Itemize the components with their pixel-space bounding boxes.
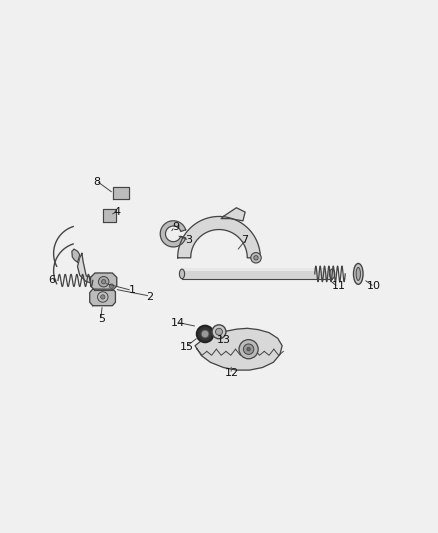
Ellipse shape (215, 328, 223, 335)
Polygon shape (113, 187, 129, 199)
Text: 1: 1 (128, 286, 135, 295)
Text: 15: 15 (179, 342, 193, 352)
Text: 5: 5 (98, 314, 105, 324)
Text: 7: 7 (241, 236, 249, 245)
Circle shape (98, 292, 108, 302)
Circle shape (110, 284, 114, 288)
Circle shape (99, 277, 109, 287)
Text: 13: 13 (216, 335, 230, 345)
Bar (182, 269, 332, 279)
Polygon shape (91, 273, 117, 290)
Text: 8: 8 (94, 176, 101, 187)
Text: 2: 2 (146, 292, 153, 302)
Circle shape (239, 340, 258, 359)
Polygon shape (103, 208, 116, 222)
Text: 11: 11 (332, 281, 346, 291)
Polygon shape (221, 208, 245, 221)
Circle shape (247, 348, 251, 351)
Text: 9: 9 (172, 222, 179, 232)
Bar (182, 269, 332, 271)
Circle shape (251, 253, 261, 263)
Circle shape (102, 279, 106, 284)
Polygon shape (78, 254, 108, 284)
Text: 10: 10 (367, 281, 381, 291)
Polygon shape (160, 221, 186, 247)
Circle shape (254, 256, 258, 260)
Ellipse shape (356, 268, 360, 280)
Text: 3: 3 (185, 236, 192, 245)
Text: 14: 14 (170, 318, 185, 328)
Polygon shape (90, 289, 116, 305)
Ellipse shape (180, 269, 185, 279)
Text: 6: 6 (48, 274, 55, 285)
Ellipse shape (201, 330, 209, 338)
Ellipse shape (212, 325, 226, 339)
Ellipse shape (329, 269, 335, 279)
Polygon shape (72, 249, 80, 262)
Polygon shape (195, 328, 282, 370)
Ellipse shape (197, 326, 213, 342)
Ellipse shape (353, 263, 363, 284)
Text: 12: 12 (225, 368, 239, 378)
Polygon shape (178, 216, 260, 258)
Text: 4: 4 (113, 207, 120, 217)
Circle shape (101, 295, 105, 299)
Circle shape (244, 344, 254, 354)
